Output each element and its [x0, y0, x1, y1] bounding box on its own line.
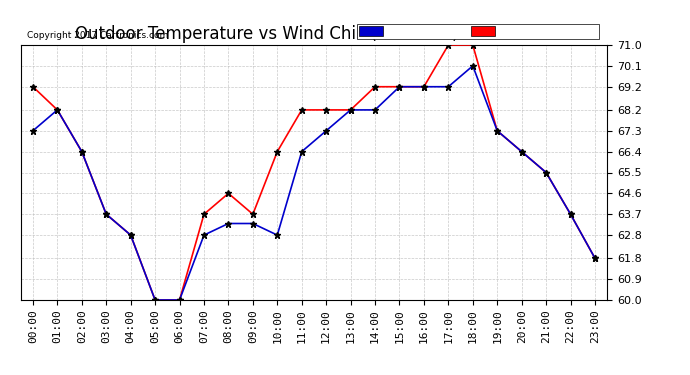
Legend: Wind Chill (°F), Temperature (°F): Wind Chill (°F), Temperature (°F) [357, 24, 600, 39]
Text: Copyright 2017 Cartronics.com: Copyright 2017 Cartronics.com [26, 31, 168, 40]
Title: Outdoor Temperature vs Wind Chill (24 Hours)  20170714: Outdoor Temperature vs Wind Chill (24 Ho… [75, 26, 553, 44]
